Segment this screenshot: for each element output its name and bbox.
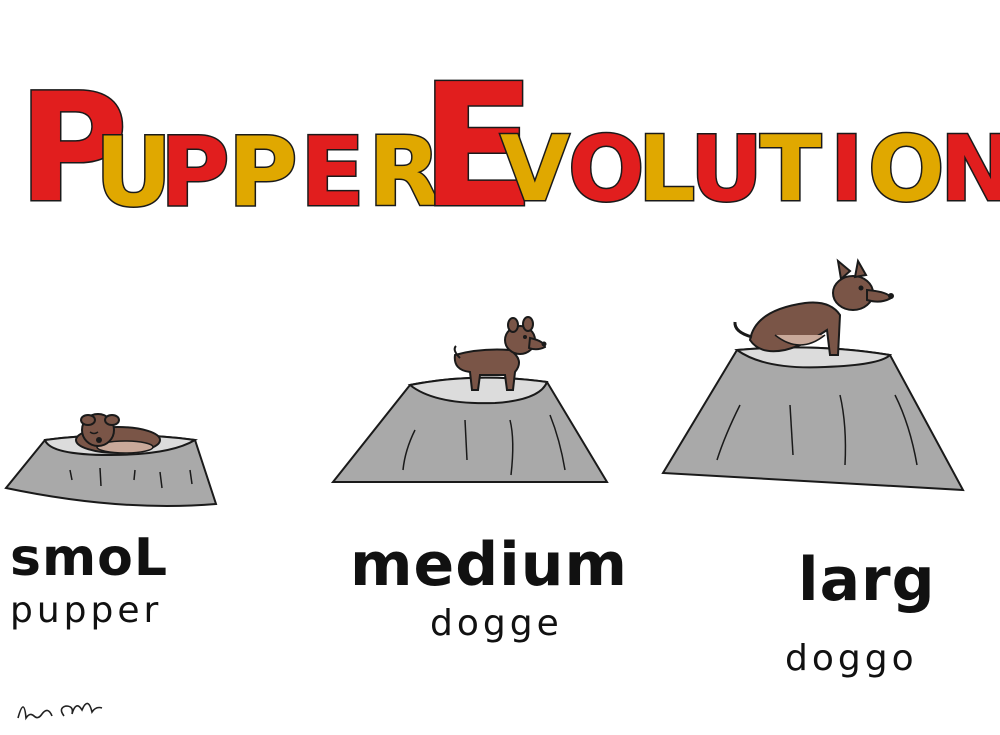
title-letter: E	[300, 118, 365, 228]
title-letter: P	[18, 62, 128, 230]
title-letter: T	[760, 117, 821, 222]
artist-signature	[17, 702, 103, 721]
label-doggo: doggo	[785, 638, 918, 679]
stage-larg-stump	[661, 258, 965, 492]
title-letter: V	[500, 117, 570, 222]
title-letter: E	[420, 48, 536, 230]
title-letter: I	[830, 117, 864, 222]
label-pupper: pupper	[10, 590, 163, 631]
title-letter: U	[690, 117, 763, 222]
stage-smol-stump	[4, 413, 218, 507]
title-letter: O	[568, 117, 645, 222]
title-letter: O	[868, 117, 945, 222]
stage-medium-stump	[330, 316, 609, 483]
title-letter: N	[940, 117, 1000, 222]
label-larg: larg	[798, 545, 936, 615]
label-dogge: dogge	[430, 603, 563, 644]
standing-dog	[453, 316, 547, 391]
title-letter: R	[368, 118, 441, 228]
title-letter: L	[638, 117, 695, 222]
title-letter: P	[160, 118, 230, 228]
title-letter: U	[95, 118, 172, 228]
label-medium: medium	[350, 530, 628, 600]
sitting-dog	[733, 258, 894, 356]
title-letter: P	[228, 118, 298, 228]
sleeping-puppy	[75, 413, 161, 454]
label-smol: smoL	[10, 528, 168, 588]
